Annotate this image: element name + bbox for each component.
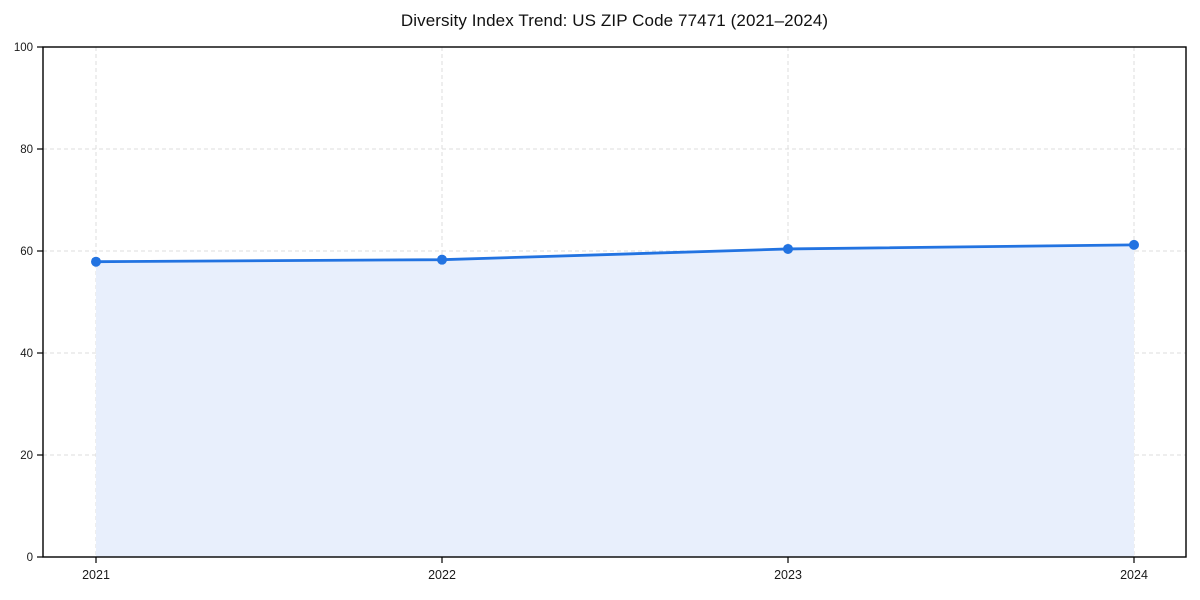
x-tick-label: 2023 [774, 568, 802, 582]
data-point-marker [783, 243, 793, 254]
x-tick-label: 2024 [1120, 568, 1148, 582]
chart-title: Diversity Index Trend: US ZIP Code 77471… [400, 11, 829, 30]
x-tick-label: 2022 [428, 568, 456, 582]
y-tick-label: 20 [20, 450, 33, 462]
trend-line [94, 243, 1136, 264]
data-point-marker [1129, 239, 1139, 250]
y-tick-label: 0 [27, 552, 33, 564]
plot-border [42, 46, 1187, 558]
y-tick-label: 100 [14, 42, 33, 54]
data-point-marker [91, 256, 101, 267]
y-tick-label: 80 [20, 144, 33, 156]
y-tick-label: 60 [20, 246, 33, 258]
data-point-marker [437, 254, 447, 265]
x-tick-label: 2021 [82, 568, 110, 582]
y-tick-label: 40 [20, 348, 33, 360]
area-fill [96, 244, 1134, 557]
